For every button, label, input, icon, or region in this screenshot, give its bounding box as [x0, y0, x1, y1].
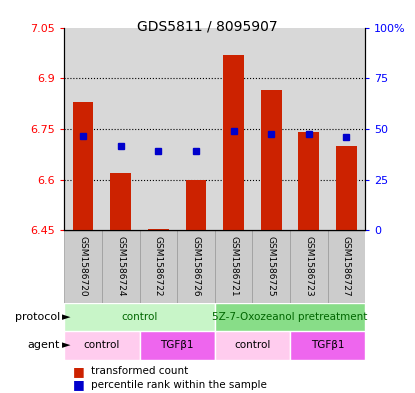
Text: control: control — [121, 312, 158, 322]
Bar — [64, 230, 102, 303]
Text: ■: ■ — [73, 378, 84, 391]
Bar — [73, 102, 93, 230]
Bar — [148, 229, 168, 230]
Text: ►: ► — [62, 340, 71, 351]
Bar — [215, 230, 252, 303]
Text: GSM1586725: GSM1586725 — [267, 236, 276, 297]
Bar — [290, 331, 365, 360]
Bar — [177, 230, 215, 303]
Bar — [64, 331, 139, 360]
Text: TGFβ1: TGFβ1 — [311, 340, 344, 351]
Bar — [139, 331, 215, 360]
Text: transformed count: transformed count — [91, 366, 188, 376]
Text: GSM1586722: GSM1586722 — [154, 236, 163, 297]
Bar — [261, 90, 281, 230]
Text: control: control — [234, 340, 271, 351]
Bar — [110, 173, 131, 230]
Bar — [290, 230, 327, 303]
Text: TGFβ1: TGFβ1 — [161, 340, 194, 351]
Text: 5Z-7-Oxozeanol pretreatment: 5Z-7-Oxozeanol pretreatment — [212, 312, 368, 322]
Bar — [102, 230, 139, 303]
Bar — [139, 230, 177, 303]
Bar — [298, 132, 319, 230]
Text: GSM1586723: GSM1586723 — [304, 236, 313, 297]
Text: GSM1586720: GSM1586720 — [78, 236, 88, 297]
Text: GSM1586721: GSM1586721 — [229, 236, 238, 297]
Text: GSM1586724: GSM1586724 — [116, 236, 125, 297]
Text: control: control — [84, 340, 120, 351]
Bar — [64, 303, 215, 331]
Text: GSM1586727: GSM1586727 — [342, 236, 351, 297]
Text: agent: agent — [28, 340, 60, 351]
Bar — [215, 331, 290, 360]
Bar — [336, 146, 357, 230]
Bar — [223, 55, 244, 230]
Bar — [327, 230, 365, 303]
Text: ►: ► — [62, 312, 71, 322]
Text: ■: ■ — [73, 365, 84, 378]
Bar — [215, 303, 365, 331]
Bar — [252, 230, 290, 303]
Text: protocol: protocol — [15, 312, 60, 322]
Text: percentile rank within the sample: percentile rank within the sample — [91, 380, 267, 389]
Text: GDS5811 / 8095907: GDS5811 / 8095907 — [137, 20, 278, 34]
Text: GSM1586726: GSM1586726 — [191, 236, 200, 297]
Bar — [186, 180, 206, 230]
